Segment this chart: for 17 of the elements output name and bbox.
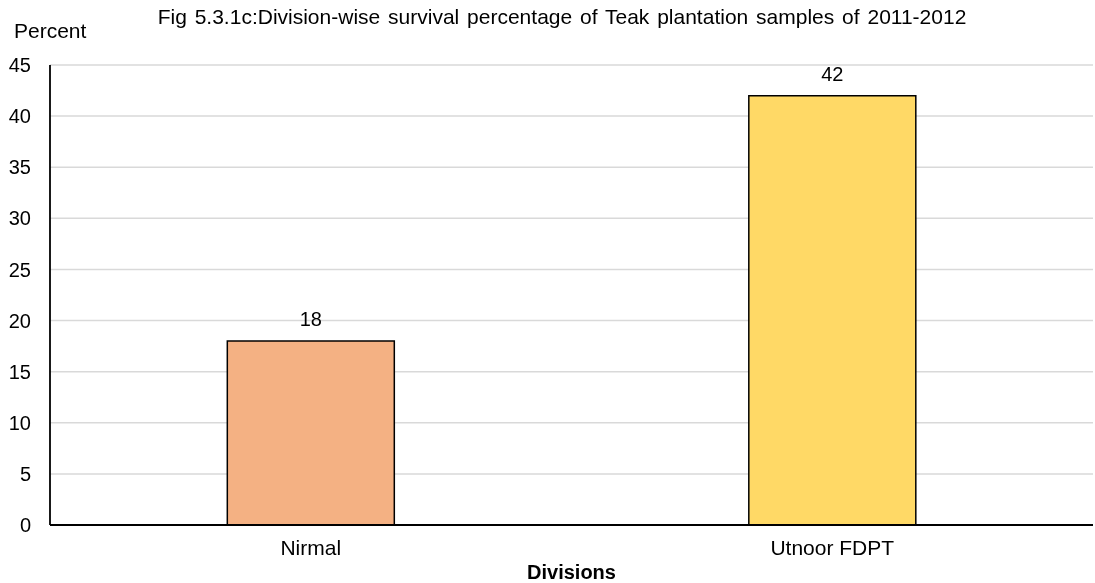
y-tick-label: 35 <box>8 156 31 179</box>
x-tick-label: Utnoor FDPT <box>770 535 895 559</box>
y-tick-label: 25 <box>8 258 31 281</box>
y-tick-label: 5 <box>19 462 31 485</box>
x-tick-label: Nirmal <box>280 535 342 559</box>
data-label: 42 <box>821 62 844 85</box>
y-tick-label: 45 <box>8 54 31 77</box>
y-tick-label: 15 <box>8 360 31 383</box>
y-tick-label: 10 <box>8 411 31 434</box>
y-tick-label: 30 <box>8 207 31 230</box>
y-tick-label: 40 <box>8 105 31 128</box>
y-tick-label: 0 <box>19 514 31 537</box>
x-axis-title: Divisions <box>527 561 616 583</box>
y-tick-label: 20 <box>8 309 31 332</box>
y-axis-title: Percent <box>14 19 87 43</box>
chart-title: Fig 5.3.1c:Division-wise survival percentage of Teak plantation samples of 2011-2012 <box>157 5 967 29</box>
data-label: 18 <box>299 308 322 330</box>
